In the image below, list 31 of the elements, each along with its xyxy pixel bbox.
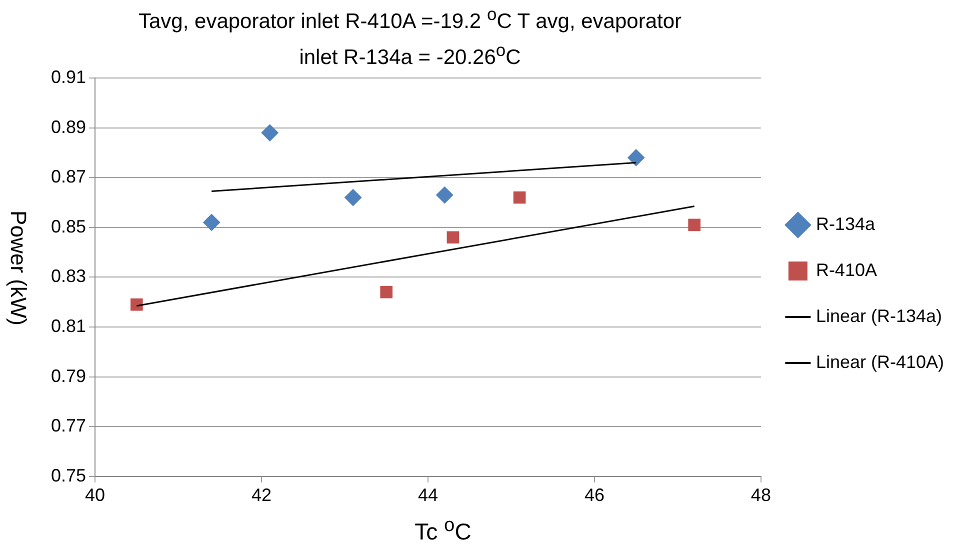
point bbox=[628, 149, 645, 166]
y-tick-label: 0.77 bbox=[50, 416, 86, 436]
legend-label: Linear (R-134a) bbox=[816, 306, 942, 326]
y-tick-label: 0.75 bbox=[50, 465, 86, 486]
point bbox=[344, 189, 362, 206]
y-axis-title: Power (kW) bbox=[5, 210, 31, 328]
y-tick-label: 0.89 bbox=[50, 116, 86, 137]
y-tick-label: 0.81 bbox=[50, 316, 86, 336]
x-tick-label: 46 bbox=[584, 485, 604, 506]
y-tick-label: 0.87 bbox=[50, 166, 86, 187]
x-tick-label: 44 bbox=[418, 485, 438, 506]
x-tick-label: 42 bbox=[251, 485, 272, 506]
x-axis-title: Tc $^{o}$C bbox=[414, 515, 472, 546]
point bbox=[203, 214, 220, 231]
chart-title: Tavg, evaporator inlet R-410A =-19.2 $^{o}$C T avg, evaporator inlet R-134a = -20.26$^{o}$C bbox=[137, 3, 683, 71]
legend-label: Linear (R-410A) bbox=[816, 352, 944, 372]
y-tick-label: 0.85 bbox=[50, 216, 86, 236]
y-tick-label: 0.91 bbox=[50, 66, 86, 87]
point bbox=[688, 218, 701, 232]
y-tick-label: 0.83 bbox=[50, 266, 86, 286]
y-tick-label: 0.79 bbox=[50, 366, 86, 386]
x-tick-label: 40 bbox=[85, 485, 106, 506]
point bbox=[380, 286, 393, 298]
point bbox=[436, 186, 454, 204]
legend-label: R-134a bbox=[816, 214, 876, 234]
legend-label: R-410A bbox=[816, 260, 877, 280]
point bbox=[513, 191, 526, 204]
point bbox=[130, 298, 143, 311]
point bbox=[446, 231, 460, 244]
x-tick-label: 48 bbox=[750, 485, 771, 506]
point bbox=[261, 124, 278, 142]
